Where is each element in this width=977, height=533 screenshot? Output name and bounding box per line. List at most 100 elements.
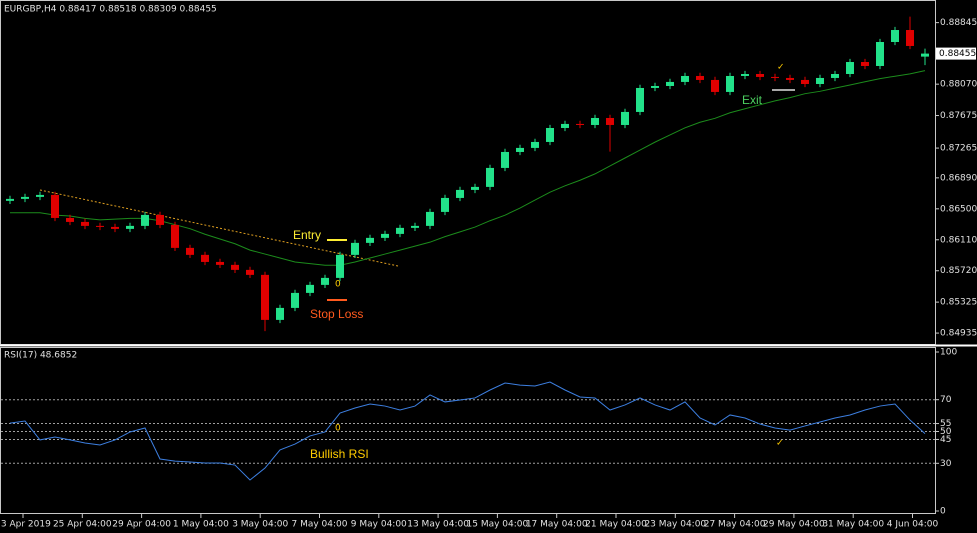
y-tick-label: 0.86110 — [940, 235, 977, 245]
x-tick-label: 4 Jun 04:00 — [887, 520, 939, 530]
candle-body — [486, 167, 494, 187]
candle-body — [291, 292, 299, 308]
candle-body — [366, 237, 374, 243]
y-tick-label: 45 — [940, 435, 951, 445]
candle-body — [651, 85, 659, 88]
candle-body — [426, 211, 434, 226]
candle-body — [666, 81, 674, 86]
candle-body — [711, 79, 719, 92]
candle-body — [621, 111, 629, 125]
candle-body — [36, 194, 44, 197]
x-tick-label: 23 Apr 2019 — [0, 520, 51, 530]
candle-body — [921, 53, 929, 57]
chart-title: EURGBP,H4 0.88417 0.88518 0.88309 0.8845… — [4, 5, 217, 15]
x-tick-label: 15 May 04:00 — [467, 520, 529, 530]
stop-loss-label: Stop Loss — [310, 307, 363, 321]
bullish-rsi-label: Bullish RSI — [310, 447, 369, 461]
candle-body — [306, 284, 314, 293]
candle-body — [771, 76, 779, 78]
candle-body — [96, 225, 104, 227]
candle-body — [6, 198, 14, 201]
candle-body — [261, 274, 269, 320]
y-tick-label: 0.86890 — [940, 173, 977, 183]
y-tick-label: 55 — [940, 419, 951, 429]
candle-body — [411, 225, 419, 228]
candle-body — [501, 151, 509, 168]
x-tick-label: 31 May 04:00 — [822, 520, 884, 530]
candle-body — [201, 254, 209, 262]
x-tick-label: 13 May 04:00 — [407, 520, 469, 530]
x-tick-label: 17 May 04:00 — [526, 520, 588, 530]
candle-body — [741, 73, 749, 76]
candle-body — [876, 42, 884, 66]
y-tick-label: 0.86500 — [940, 204, 977, 214]
candle-body — [756, 73, 764, 77]
candle-body — [516, 147, 524, 152]
candle-body — [126, 225, 134, 229]
y-tick-label: 100 — [940, 348, 957, 358]
candle-body — [471, 186, 479, 190]
x-tick-label: 27 May 04:00 — [704, 520, 766, 530]
candle-body — [531, 141, 539, 148]
candle-body — [381, 233, 389, 238]
candle-body — [546, 127, 554, 142]
y-tick-label: 0.84935 — [940, 329, 977, 339]
line-series — [9, 381, 926, 481]
y-tick-label: 30 — [940, 459, 952, 469]
candle-body — [171, 224, 179, 248]
y-tick-label: 0.87265 — [940, 144, 977, 154]
candle-body — [141, 214, 149, 226]
candle-body — [816, 77, 824, 85]
candle-body — [696, 75, 704, 80]
candle-body — [576, 123, 584, 125]
candle-body — [66, 217, 74, 222]
candle-body — [51, 194, 59, 218]
candle-body — [216, 261, 224, 265]
entry-label: Entry — [293, 228, 321, 242]
candle-body — [396, 227, 404, 234]
marks: 0.88845 0.88070 0.87675 0.87265 0.86890 0.865… — [0, 16, 977, 530]
check-marker: ✓ — [777, 63, 785, 73]
current-price-label: 0.88455 — [939, 49, 976, 59]
x-tick-label: 1 May 04:00 — [173, 520, 229, 530]
rsi-panel-frame — [0, 347, 936, 514]
rsi-title: RSI(17) 48.6852 — [4, 351, 77, 361]
y-tick-label: 0.85325 — [940, 298, 977, 308]
candle-body — [891, 30, 899, 43]
candle-body — [186, 247, 194, 255]
candle-body — [336, 254, 344, 278]
y-tick-label: 0.88845 — [940, 18, 977, 28]
x-tick-label: 25 Apr 04:00 — [53, 520, 112, 530]
x-tick-label: 21 May 04:00 — [585, 520, 647, 530]
candle-body — [801, 79, 809, 85]
candle-body — [831, 73, 839, 78]
candle-body — [81, 221, 89, 226]
exit-label: Exit — [742, 93, 763, 107]
x-tick-label: 29 May 04:00 — [763, 520, 825, 530]
candle-body — [21, 196, 29, 199]
x-tick-label: 23 May 04:00 — [644, 520, 706, 530]
candle-body — [861, 62, 869, 66]
x-tick-label: 29 Apr 04:00 — [112, 520, 171, 530]
candle-body — [156, 214, 164, 225]
candle-body — [846, 62, 854, 74]
candle-body — [321, 277, 329, 285]
candle-body — [561, 123, 569, 128]
candle-body — [456, 189, 464, 198]
candle-body — [636, 87, 644, 112]
current-price-box — [936, 47, 976, 60]
candle-body — [906, 30, 914, 46]
trend-line — [39, 189, 399, 267]
candle-body — [231, 264, 239, 270]
candle-body — [726, 75, 734, 92]
y-tick-label: 70 — [940, 395, 952, 405]
candle-body — [591, 117, 599, 125]
candle-body — [276, 307, 284, 320]
candle-body — [786, 77, 794, 80]
candle-body — [441, 197, 449, 212]
rsi-check-marker: ✓ — [776, 439, 784, 449]
y-tick-label: 0.88070 — [940, 80, 977, 90]
